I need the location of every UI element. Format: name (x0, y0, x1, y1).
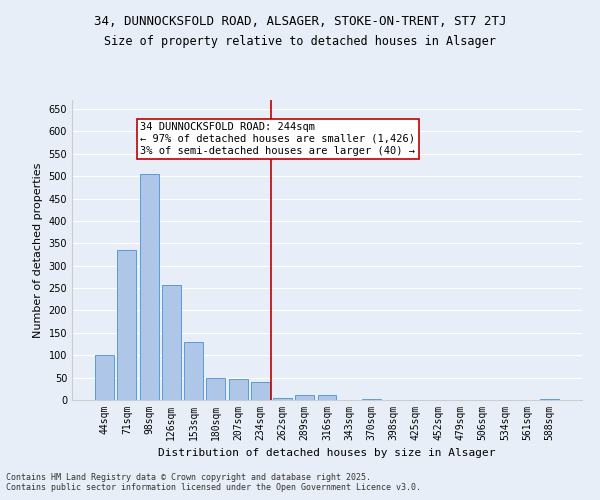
Bar (184, 342, 203, 400)
Bar (162, 285, 181, 400)
Text: Distribution of detached houses by size in Alsager: Distribution of detached houses by size … (158, 448, 496, 458)
Bar (95, 355, 114, 400)
Text: Contains public sector information licensed under the Open Government Licence v3: Contains public sector information licen… (6, 484, 421, 492)
Bar (251, 382, 270, 400)
Bar (362, 399, 381, 400)
Bar (118, 250, 136, 400)
Text: 34, DUNNOCKSFOLD ROAD, ALSAGER, STOKE-ON-TRENT, ST7 2TJ: 34, DUNNOCKSFOLD ROAD, ALSAGER, STOKE-ON… (94, 15, 506, 28)
Text: Contains HM Land Registry data © Crown copyright and database right 2025.: Contains HM Land Registry data © Crown c… (6, 474, 371, 482)
Bar (540, 399, 559, 400)
Bar (206, 378, 225, 400)
Bar (229, 379, 248, 400)
Bar (140, 174, 158, 400)
Bar (273, 398, 292, 400)
Y-axis label: Number of detached properties: Number of detached properties (33, 162, 43, 338)
Text: Size of property relative to detached houses in Alsager: Size of property relative to detached ho… (104, 35, 496, 48)
Text: 34 DUNNOCKSFOLD ROAD: 244sqm
← 97% of detached houses are smaller (1,426)
3% of : 34 DUNNOCKSFOLD ROAD: 244sqm ← 97% of de… (140, 122, 415, 156)
Bar (317, 394, 337, 400)
Bar (295, 394, 314, 400)
